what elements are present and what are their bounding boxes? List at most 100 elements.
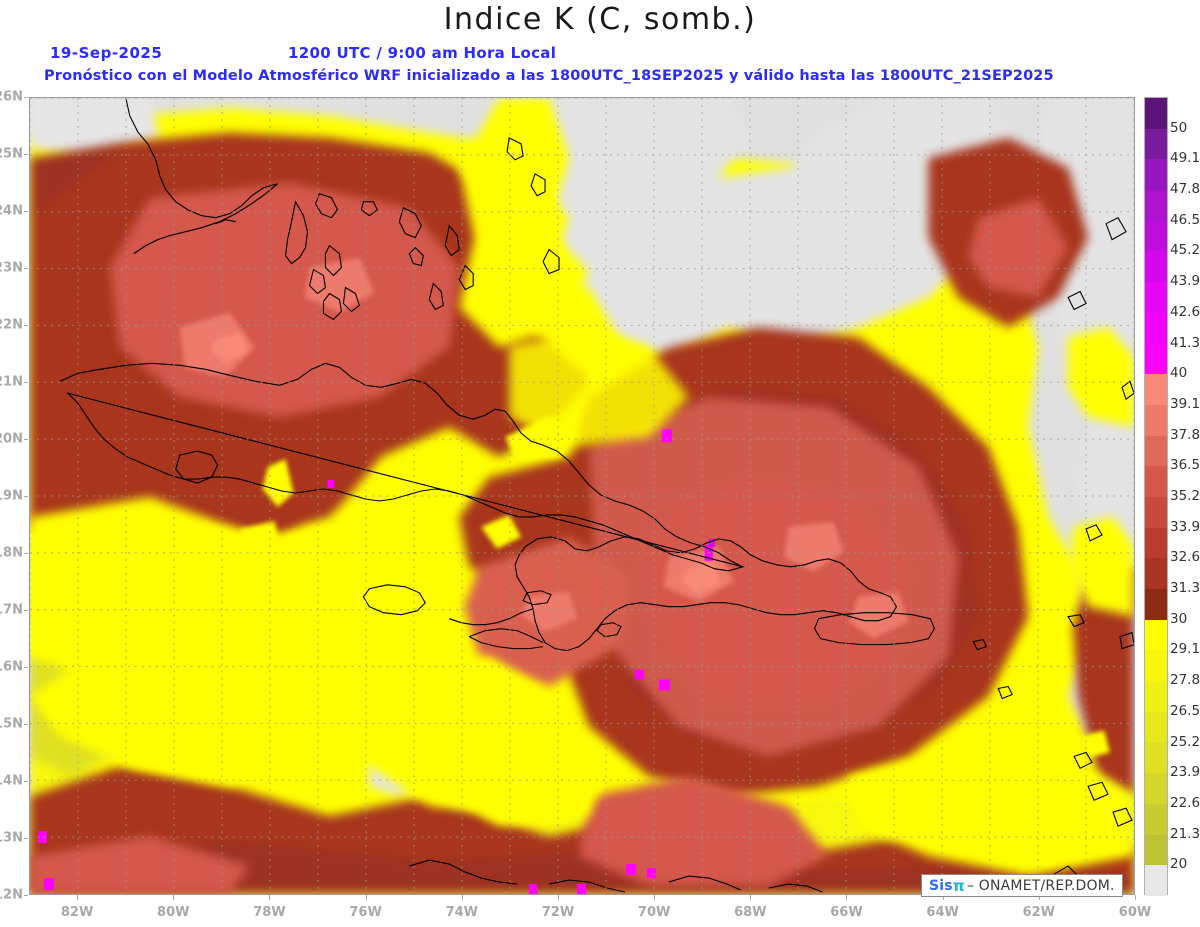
colorbar-tick-label: 25.2 xyxy=(1170,733,1200,750)
colorbar-segment xyxy=(1145,527,1167,559)
colorbar-tick-label: 37.8 xyxy=(1170,426,1200,443)
colorbar-segment xyxy=(1145,742,1167,774)
colorbar-tick-label: 26.5 xyxy=(1170,702,1200,719)
longitude-axis: 82W 80W 78W 76W 74W 72W 70W 68W 66W 64W 62W 60W xyxy=(0,895,1200,927)
colorbar-tick-label: 46.5 xyxy=(1170,211,1200,228)
colorbar-tick-label: 47.8 xyxy=(1170,181,1200,198)
lon-tick-mark xyxy=(77,895,79,900)
lat-tick-mark xyxy=(24,667,28,668)
lat-tick-mark xyxy=(24,268,28,269)
lon-tick-mark xyxy=(461,895,463,900)
lon-tick-mark xyxy=(557,895,559,900)
colorbar-segment xyxy=(1145,251,1167,283)
lat-tick-label: 14N xyxy=(0,773,23,789)
lat-tick-mark xyxy=(24,610,28,611)
lat-tick-mark xyxy=(24,724,28,725)
colorbar xyxy=(1144,97,1168,897)
colorbar-segment xyxy=(1145,497,1167,529)
lat-tick-mark xyxy=(24,838,28,839)
lon-tick-label: 64W xyxy=(926,905,959,920)
lat-tick-label: 25N xyxy=(0,146,23,162)
lat-tick-label: 16N xyxy=(0,659,23,675)
lat-tick-mark xyxy=(24,895,28,896)
forecast-date: 19-Sep-2025 xyxy=(50,44,163,62)
colorbar-segment xyxy=(1145,619,1167,651)
colorbar-segment xyxy=(1145,834,1167,866)
colorbar-tick-label: 39.1 xyxy=(1170,395,1200,412)
lon-tick-mark xyxy=(269,895,271,900)
lat-tick-label: 15N xyxy=(0,716,23,732)
colorbar-segment xyxy=(1145,128,1167,160)
colorbar-segment xyxy=(1145,312,1167,345)
lon-tick-mark xyxy=(654,895,656,900)
lat-tick-mark xyxy=(24,211,28,212)
colorbar-segment xyxy=(1145,589,1167,621)
lon-tick-mark xyxy=(846,895,848,900)
colorbar-tick-label: 42.6 xyxy=(1170,303,1200,320)
lat-tick-mark xyxy=(24,553,28,554)
colorbar-segment xyxy=(1145,404,1167,437)
colorbar-tick-label: 36.5 xyxy=(1170,457,1200,474)
colorbar-segment xyxy=(1145,681,1167,713)
lat-tick-label: 20N xyxy=(0,431,23,447)
lat-tick-label: 22N xyxy=(0,317,23,333)
lat-tick-mark xyxy=(24,325,28,326)
map-panel[interactable] xyxy=(29,97,1135,895)
lon-tick-label: 68W xyxy=(734,905,767,920)
lat-tick-label: 19N xyxy=(0,488,23,504)
colorbar-tick-label: 23.9 xyxy=(1170,764,1200,781)
colorbar-tick-label: 43.9 xyxy=(1170,273,1200,290)
colorbar-tick-label: 29.1 xyxy=(1170,641,1200,658)
lat-tick-mark xyxy=(24,382,28,383)
lon-tick-mark xyxy=(173,895,175,900)
lat-tick-label: 21N xyxy=(0,374,23,390)
forecast-time: 1200 UTC / 9:00 am Hora Local xyxy=(288,44,557,62)
lon-tick-mark xyxy=(1038,895,1040,900)
lon-tick-label: 80W xyxy=(157,905,190,920)
colorbar-tick-label: 20 xyxy=(1170,856,1188,873)
lon-tick-label: 60W xyxy=(1118,905,1152,920)
colorbar-segment xyxy=(1145,466,1167,498)
latitude-axis: 26N 25N 24N 23N 22N 21N 20N 19N 18N 17N 16N 15N 14N 1… xyxy=(0,0,29,927)
colorbar-segment xyxy=(1145,220,1167,252)
header: Indice K (C, somb.) 19-Sep-2025 1200 UTC… xyxy=(0,0,1200,95)
colorbar-tick-label: 35.2 xyxy=(1170,488,1200,504)
lat-tick-mark xyxy=(24,781,28,782)
colorbar-segment xyxy=(1145,650,1167,682)
lat-tick-mark xyxy=(24,154,28,155)
lon-tick-mark xyxy=(942,895,944,900)
lon-tick-label: 78W xyxy=(253,905,286,920)
brand-sis-text: Sis xyxy=(929,877,953,894)
lat-tick-label: 18N xyxy=(0,545,23,561)
colorbar-tick-label: 45.2 xyxy=(1170,242,1200,259)
colorbar-segment xyxy=(1145,803,1167,836)
colorbar-tick-label: 22.6 xyxy=(1170,794,1200,811)
colorbar-segment xyxy=(1145,865,1167,897)
colorbar-segment xyxy=(1145,374,1167,406)
map-raster xyxy=(30,98,1134,894)
lat-tick-label: 12N xyxy=(0,887,23,903)
colorbar-tick-label: 49.1 xyxy=(1170,150,1200,167)
graticule xyxy=(30,98,1134,894)
lat-tick-mark xyxy=(24,97,28,98)
lat-tick-label: 23N xyxy=(0,260,23,276)
attribution-badge: Sis π – ONAMET/REP.DOM. xyxy=(921,874,1123,897)
page-title: Indice K (C, somb.) xyxy=(443,2,757,37)
colorbar-labels: 50 49.1 47.8 46.5 45.2 43.9 42.6 41.3 40 39.1 37.8… xyxy=(1170,97,1200,895)
lon-tick-mark xyxy=(750,895,752,900)
lat-tick-label: 24N xyxy=(0,203,23,219)
lat-tick-mark xyxy=(24,496,28,497)
model-description: Pronóstico con el Modelo Atmosférico WRF… xyxy=(44,68,1054,84)
lat-tick-mark xyxy=(24,439,28,440)
colorbar-tick-label: 50 xyxy=(1170,119,1188,136)
lon-tick-label: 66W xyxy=(830,905,863,920)
colorbar-segment xyxy=(1145,190,1167,222)
lon-tick-mark xyxy=(1135,895,1136,900)
lon-tick-label: 74W xyxy=(445,905,478,920)
colorbar-tick-label: 27.8 xyxy=(1170,672,1200,689)
lat-tick-label: 13N xyxy=(0,830,23,846)
colorbar-segment xyxy=(1145,159,1167,191)
colorbar-segment xyxy=(1145,558,1167,590)
colorbar-segment xyxy=(1145,435,1167,467)
colorbar-tick-label: 41.3 xyxy=(1170,334,1200,351)
